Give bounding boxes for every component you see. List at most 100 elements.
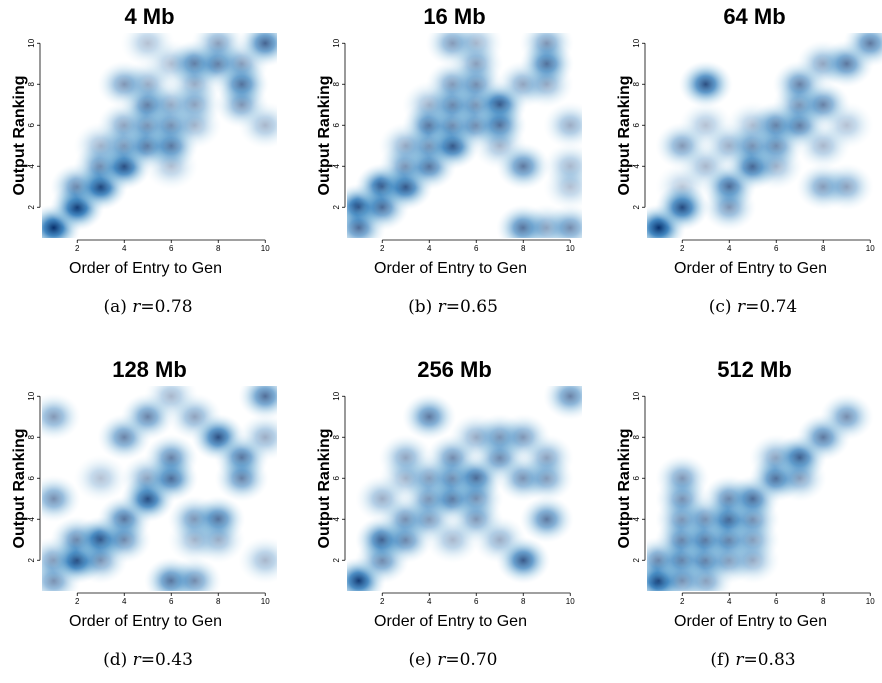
- heatmap-cell: [725, 536, 780, 584]
- caption-label: (e): [408, 650, 438, 670]
- heatmap-cell: [144, 142, 199, 190]
- y-tick-label: 4: [632, 163, 641, 168]
- panel-title: 64 Mb: [723, 4, 785, 29]
- heatmap-cell: [655, 557, 710, 591]
- heatmap-cell: [167, 101, 222, 149]
- y-tick-label: 6: [332, 122, 341, 127]
- y-axis-label: Output Ranking: [316, 429, 333, 549]
- chart-panel: 4 Mb 2 4 6 8 10 2 4 6 8 10 Order of Entry to Gen Out…: [8, 0, 288, 330]
- x-tick-label: 2: [680, 244, 685, 253]
- panel-title: 4 Mb: [124, 4, 174, 29]
- heatmap-cell: [42, 475, 81, 523]
- x-tick-label: 8: [521, 597, 526, 606]
- y-tick-label: 10: [27, 391, 36, 400]
- caption-value: =0.78: [140, 297, 193, 317]
- x-tick-label: 8: [821, 597, 826, 606]
- heatmap-cell: [543, 386, 582, 420]
- heatmap-cell: [819, 393, 874, 441]
- y-tick-label: 8: [332, 81, 341, 86]
- panel-title: 512 Mb: [717, 357, 792, 382]
- x-axis-label: Order of Entry to Gen: [374, 613, 527, 630]
- heatmap-cell: [378, 122, 433, 170]
- x-tick-label: 10: [261, 597, 270, 606]
- caption-label: (c): [708, 297, 737, 317]
- x-tick-label: 6: [774, 597, 779, 606]
- heatmap-svg: 16 Mb 2 4 6 8 10 2 4 6 8 10 Order of Entry to Gen Ou…: [316, 4, 582, 277]
- caption-value: =0.74: [745, 297, 798, 317]
- heatmap-cell: [496, 536, 551, 584]
- y-axis-label: Output Ranking: [616, 429, 633, 549]
- y-tick-label: 2: [632, 557, 641, 562]
- caption-variable: r: [736, 297, 746, 317]
- y-tick-label: 6: [332, 475, 341, 480]
- x-tick-label: 6: [169, 244, 174, 253]
- y-axis-label: Output Ranking: [11, 429, 28, 549]
- heatmap-cell: [238, 101, 277, 149]
- x-tick-label: 8: [521, 244, 526, 253]
- y-tick-label: 4: [27, 516, 36, 521]
- heatmap-cells: [347, 386, 582, 591]
- heatmap-cell: [73, 454, 128, 502]
- heatmap-svg: 64 Mb 2 4 6 8 10 2 4 6 8 10 Order of Entry to Gen Ou…: [616, 4, 882, 277]
- x-tick-label: 2: [380, 244, 385, 253]
- heatmap-cell: [655, 163, 710, 211]
- x-tick-label: 4: [427, 244, 432, 253]
- caption-value: =0.70: [445, 650, 498, 670]
- caption-label: (d): [103, 650, 133, 670]
- caption-value: =0.65: [445, 297, 498, 317]
- heatmap-cell: [543, 163, 582, 211]
- y-tick-label: 2: [632, 204, 641, 209]
- y-tick-label: 8: [27, 434, 36, 439]
- y-tick-label: 6: [632, 475, 641, 480]
- heatmap-cell: [167, 557, 222, 591]
- y-axis-label: Output Ranking: [316, 76, 333, 196]
- x-tick-label: 8: [216, 597, 221, 606]
- x-axis-label: Order of Entry to Gen: [69, 613, 222, 630]
- y-tick-label: 10: [632, 391, 641, 400]
- heatmap-cell: [238, 536, 277, 584]
- panel-title: 128 Mb: [112, 357, 187, 382]
- caption-value: =0.83: [743, 650, 796, 670]
- x-tick-label: 2: [75, 244, 80, 253]
- heatmap-cell: [819, 163, 874, 211]
- heatmap-svg: 256 Mb 2 4 6 8 10 2 4 6 8 10 Order of Entry to Gen O…: [316, 357, 582, 630]
- x-tick-label: 4: [427, 597, 432, 606]
- panel-caption: (c) r=0.74: [613, 297, 882, 317]
- x-tick-label: 2: [75, 597, 80, 606]
- caption-variable: r: [735, 650, 744, 670]
- y-tick-label: 2: [27, 557, 36, 562]
- heatmap-cell: [238, 33, 277, 67]
- heatmap-cell: [144, 386, 199, 420]
- chart-panel: 16 Mb 2 4 6 8 10 2 4 6 8 10 Order of Entry to Gen Ou…: [313, 0, 593, 330]
- heatmap-cell: [749, 142, 804, 190]
- panel-caption: (b) r=0.65: [313, 297, 593, 317]
- x-tick-label: 10: [866, 597, 875, 606]
- heatmap-cell: [519, 495, 574, 543]
- y-tick-label: 10: [632, 38, 641, 47]
- heatmap-svg: 512 Mb 2 4 6 8 10 2 4 6 8 10 Order of Entry to Gen O…: [616, 357, 875, 630]
- x-tick-label: 6: [474, 244, 479, 253]
- heatmap-cell: [519, 60, 574, 108]
- x-tick-label: 6: [169, 597, 174, 606]
- caption-label: (b): [408, 297, 438, 317]
- y-tick-label: 2: [332, 204, 341, 209]
- caption-variable: r: [437, 297, 446, 317]
- x-tick-label: 6: [474, 597, 479, 606]
- heatmap-cell: [678, 60, 733, 108]
- y-tick-label: 4: [332, 163, 341, 168]
- panel-caption: (f) r=0.83: [613, 650, 882, 670]
- heatmap-cell: [449, 413, 504, 461]
- x-tick-label: 10: [261, 244, 270, 253]
- x-tick-label: 10: [566, 597, 575, 606]
- heatmap-cell: [543, 204, 582, 238]
- heatmap-cells: [647, 393, 874, 591]
- heatmap-cell: [73, 122, 128, 170]
- heatmap-cells: [42, 33, 277, 238]
- x-tick-label: 8: [821, 244, 826, 253]
- heatmap-cell: [97, 516, 152, 564]
- heatmap-cell: [42, 393, 81, 441]
- x-tick-label: 10: [566, 244, 575, 253]
- heatmap-cell: [655, 454, 710, 502]
- heatmap-cell: [519, 434, 574, 482]
- y-tick-label: 6: [27, 475, 36, 480]
